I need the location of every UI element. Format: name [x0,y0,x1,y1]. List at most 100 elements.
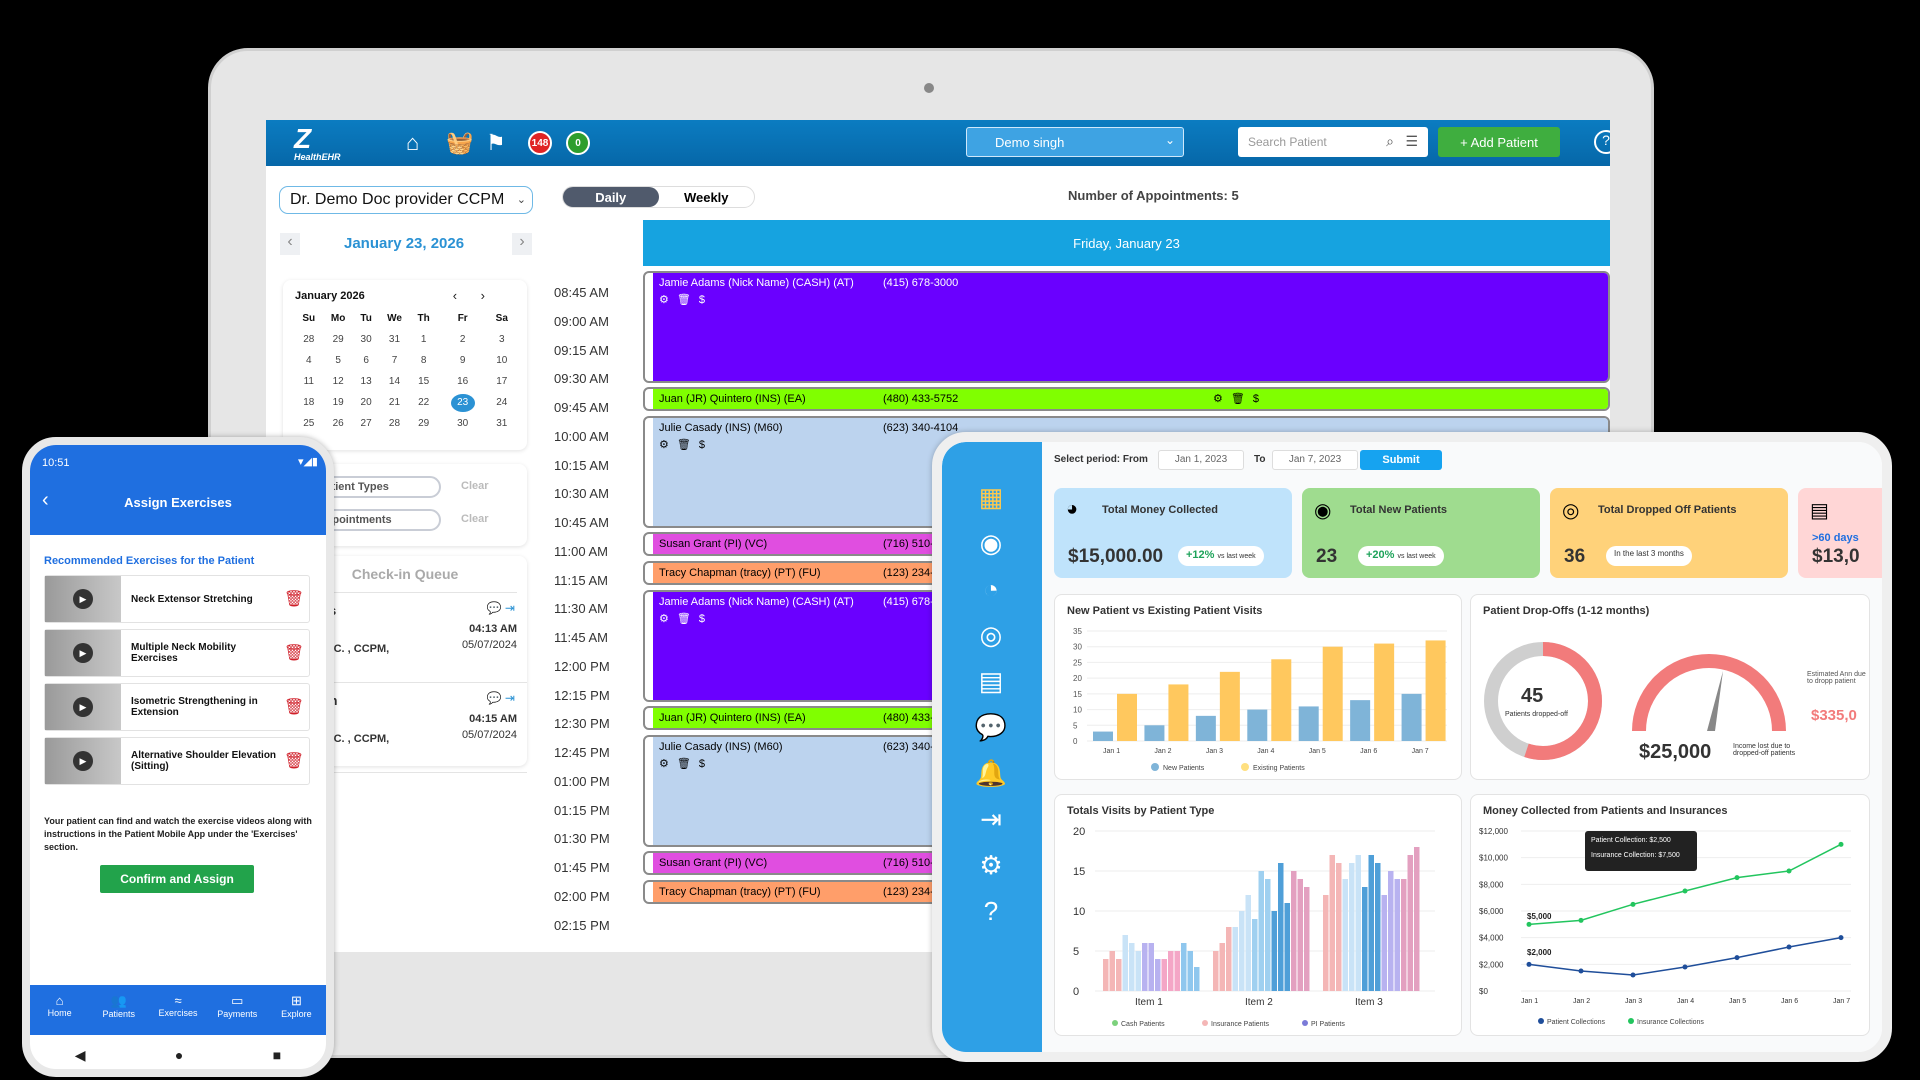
nav-explore[interactable]: ⊞ Explore [267,985,326,1035]
calendar-day[interactable]: 11 [303,376,314,387]
calendar-day[interactable]: 23 [437,392,489,413]
back-icon[interactable]: ‹ [42,489,49,511]
user-remove-icon[interactable]: ◎ [979,620,1003,650]
basket-icon[interactable]: 🧺 [446,130,474,155]
user-select[interactable]: Demo singh ⌄ [966,127,1184,157]
calendar-nav[interactable]: ‹ › [452,288,495,303]
add-patient-button[interactable]: + Add Patient [1438,127,1560,157]
calendar-day[interactable]: 12 [332,376,344,387]
calendar-day[interactable]: 31 [388,334,401,345]
calendar-day[interactable]: 22 [418,397,430,408]
back-triangle-icon[interactable]: ◀ [74,1046,86,1063]
calendar-day[interactable]: 26 [332,418,344,429]
search-icon[interactable]: ⌕ [1386,133,1394,149]
calendar-day[interactable]: 31 [496,418,508,429]
prev-day-button[interactable]: ‹ [280,233,300,255]
calendar-day[interactable]: 20 [360,397,372,408]
tab-daily[interactable]: Daily [563,187,659,207]
calendar-day[interactable]: 1 [420,334,427,345]
trash-icon[interactable]: 🗑 [283,753,305,770]
calendar-day[interactable]: 24 [496,397,508,408]
calendar-day[interactable]: 19 [332,397,344,408]
calendar-day[interactable]: 3 [499,334,505,345]
calendar-day[interactable]: 16 [457,376,469,387]
exercise-item[interactable]: ▶ Alternative Shoulder Elevation (Sitting… [44,737,310,785]
clear-patient-type[interactable]: Clear [461,480,489,492]
calendar-day[interactable]: 4 [306,355,312,366]
app-logo[interactable]: Z HealthEHR [294,123,341,163]
patients-icon[interactable]: ◉ [979,528,1003,558]
pie-chart-icon[interactable]: ◔ [983,574,999,604]
appt-actions[interactable]: ⚙🗑$ [1213,393,1267,405]
card-value: $13,0 [1812,546,1860,567]
calendar-day[interactable]: 14 [388,376,401,387]
home-circle-icon[interactable]: ● [174,1047,184,1063]
nav-exercises[interactable]: ≈ Exercises [148,985,207,1035]
appt-actions[interactable]: ⚙🗑$ [659,613,713,625]
exercise-video-thumbnail[interactable]: ▶ [45,576,121,622]
appointment-block[interactable]: Juan (JR) Quintero (INS) (EA) (480) 433-5… [643,387,1610,411]
tab-weekly[interactable]: Weekly [683,189,729,205]
flag-icon[interactable]: ⚑ [486,130,506,155]
calendar-day[interactable]: 15 [418,376,430,387]
logout-door-icon[interactable]: ⇥ [980,804,1002,834]
appointment-block[interactable]: Jamie Adams (Nick Name) (CASH) (AT) (415)… [643,271,1610,383]
trash-icon[interactable]: 🗑 [283,645,305,662]
calendar-day[interactable]: 27 [360,418,372,429]
confirm-assign-button[interactable]: Confirm and Assign [100,865,254,893]
appt-actions[interactable]: ⚙🗑$ [659,294,713,306]
calendar-day[interactable]: 30 [360,334,372,345]
notification-badge-red[interactable]: 148 [528,131,552,155]
exercise-item[interactable]: ▶ Neck Extensor Stretching 🗑 [44,575,310,623]
nav-payments[interactable]: ▭ Payments [208,985,267,1035]
calendar-day[interactable]: 6 [363,355,369,366]
calendar-day[interactable]: 2 [459,334,466,345]
calendar-day[interactable]: 28 [303,334,315,345]
calendar-day[interactable]: 5 [335,355,341,366]
bell-icon[interactable]: 🔔 [974,758,1008,788]
calendar-day[interactable]: 25 [303,418,315,429]
chat-checkout-icons[interactable]: 💬 ⇥ [486,601,515,615]
from-date-input[interactable]: Jan 1, 2023 [1158,450,1244,470]
home-icon[interactable]: ⌂ [406,130,420,155]
messages-icon[interactable]: 💬 [974,712,1008,742]
chat-checkout-icons[interactable]: 💬 ⇥ [486,691,515,705]
search-patient-input[interactable]: Search Patient ⌕ ☰ [1238,127,1428,157]
gear-icon[interactable]: ⚙ [979,850,1003,880]
calendar-day[interactable]: 10 [496,355,508,366]
nav-home[interactable]: ⌂ Home [30,985,89,1035]
notification-badge-green[interactable]: 0 [566,131,590,155]
nav-patients[interactable]: 👥 Patients [89,985,148,1035]
calendar-day[interactable]: 21 [388,397,401,408]
calendar-day[interactable]: 7 [391,355,398,366]
calendar-day[interactable]: 13 [360,376,372,387]
exercise-item[interactable]: ▶ Isometric Strengthening in Extension 🗑 [44,683,310,731]
calendar-day[interactable]: 18 [303,397,315,408]
exercise-video-thumbnail[interactable]: ▶ [45,684,121,730]
appt-actions[interactable]: ⚙🗑$ [659,439,713,451]
calendar-day[interactable]: 9 [459,355,466,366]
submit-button[interactable]: Submit [1360,450,1442,470]
calendar-day[interactable]: 28 [388,418,401,429]
to-date-input[interactable]: Jan 7, 2023 [1272,450,1358,470]
next-day-button[interactable]: › [512,233,532,255]
clear-appointment[interactable]: Clear [461,513,489,525]
billing-icon[interactable]: ▤ [978,666,1004,696]
exercise-video-thumbnail[interactable]: ▶ [45,630,121,676]
appt-actions[interactable]: ⚙🗑$ [659,758,713,770]
calendar-day[interactable]: 30 [457,418,469,429]
calendar-day[interactable]: 29 [418,418,430,429]
provider-select[interactable]: Dr. Demo Doc provider CCPM ⌄ [279,186,533,214]
recents-square-icon[interactable]: ■ [272,1047,282,1063]
exercise-video-thumbnail[interactable]: ▶ [45,738,121,784]
help-icon[interactable]: ? [1594,130,1610,154]
filter-icon[interactable]: ☰ [1405,133,1418,149]
dashboard-icon[interactable]: ▦ [978,482,1004,512]
help-icon[interactable]: ? [983,896,999,926]
trash-icon[interactable]: 🗑 [283,591,305,608]
calendar-day[interactable]: 17 [496,376,508,387]
trash-icon[interactable]: 🗑 [283,699,305,716]
calendar-day[interactable]: 8 [420,355,427,366]
exercise-item[interactable]: ▶ Multiple Neck Mobility Exercises 🗑 [44,629,310,677]
calendar-day[interactable]: 29 [332,334,344,345]
